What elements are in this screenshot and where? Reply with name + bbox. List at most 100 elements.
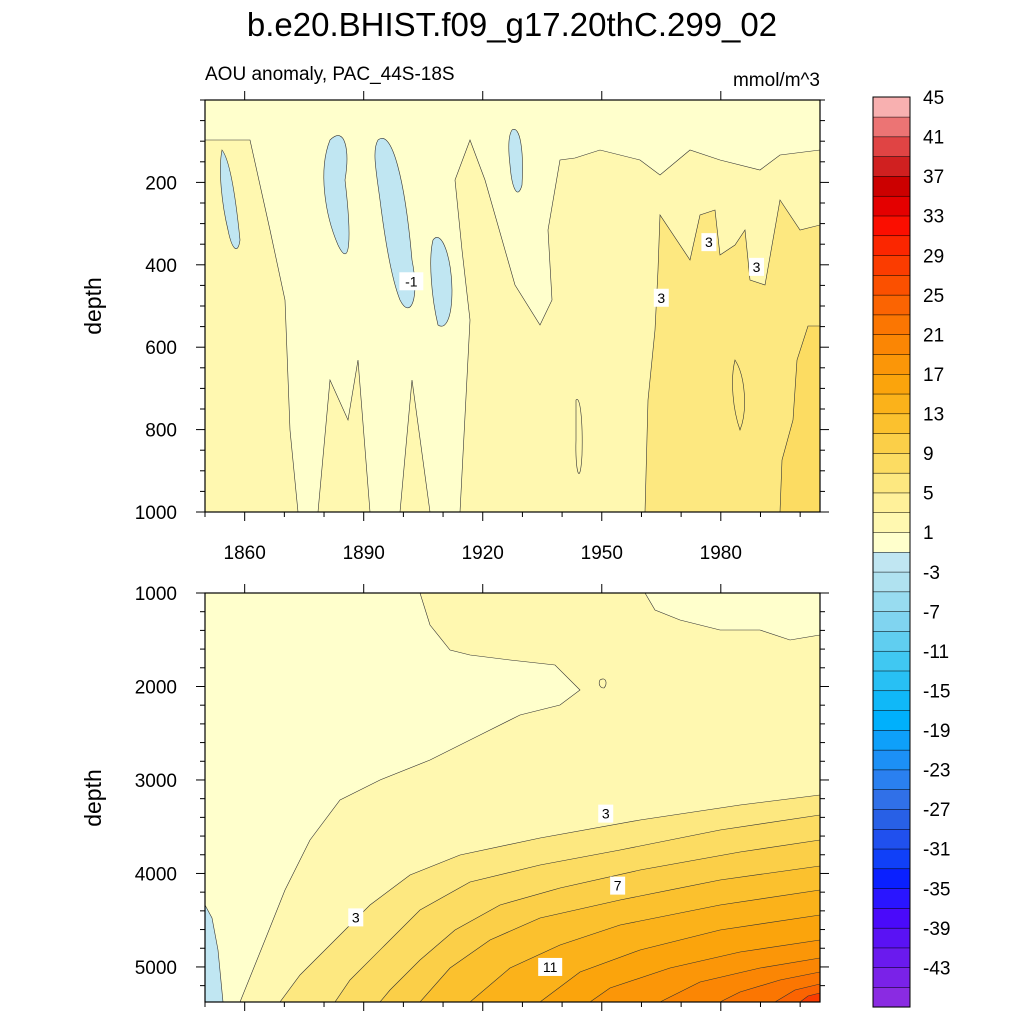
colorbar-swatch [872,611,911,632]
chart-subtitle: AOU anomaly, PAC_44S-18S [205,64,455,85]
lower-near-zero-region [644,593,820,641]
colorbar-swatch [872,907,911,929]
y-tick-label: 1000 [135,503,177,524]
upper-negative-blob [374,138,416,309]
colorbar-label: 25 [923,286,944,307]
contour-label-box [598,804,614,823]
upper-ticks: 1860 1890 1920 1950 1980 200 400 600 800 1000 [135,91,829,564]
colorbar-label: -7 [923,602,940,623]
contour-label-box [653,288,669,307]
contour-label-box [399,272,424,291]
lower-negative-region [205,904,224,1002]
colorbar-swatch [872,96,911,118]
colorbar-label: -39 [923,919,950,940]
colorbar-swatch [872,967,911,988]
colorbar-swatch [872,195,911,217]
lower-panel: 1000 2000 3000 4000 5000 3 7 3 11 depth [80,584,829,1011]
y-tick-label: 3000 [135,771,177,792]
lower-near-zero-region [205,593,581,1002]
lower-band-23plus [799,992,820,1002]
contour-label: 3 [602,806,610,822]
colorbar-swatch [872,433,911,454]
lower-ticks: 1000 2000 3000 4000 5000 [135,584,829,1011]
colorbar-swatch [872,294,911,316]
colorbar-label: 41 [923,128,944,149]
colorbar-label: 17 [923,365,944,386]
contour-label-box [348,908,364,927]
contour-label: 11 [543,959,558,975]
colorbar-frame [872,96,911,1008]
upper-negative-blob [430,237,453,327]
contour-label: 3 [705,234,713,250]
colorbar-swatch [872,848,911,870]
colorbar: 45 41 37 33 29 25 21 17 13 9 5 1 -3 -7 -11 -15 -19 -23 -27… [872,88,950,1008]
colorbar-swatch [872,215,911,237]
colorbar-label: 13 [923,405,944,426]
colorbar-label: 9 [923,444,934,465]
y-tick-label: 600 [145,338,177,359]
upper-negative-blob [220,149,241,250]
colorbar-label: -23 [923,761,950,782]
upper-ylabel: depth [80,277,106,335]
colorbar-swatch [872,591,911,612]
units-label: mmol/m^3 [733,70,820,91]
colorbar-swatch [872,927,911,949]
colorbar-swatch [872,393,911,415]
contour-label: 3 [657,290,665,306]
x-tick-label: 1950 [581,543,623,564]
colorbar-swatch [872,413,911,434]
upper-band-3to5 [644,199,820,512]
upper-contour-line [575,399,583,474]
y-tick-label: 800 [145,421,177,442]
colorbar-swatch [872,749,911,771]
y-tick-label: 1000 [135,584,177,605]
colorbar-label: 29 [923,246,944,267]
colorbar-label: -31 [923,840,950,861]
colorbar-swatch [872,373,911,395]
colorbar-swatch [872,472,911,494]
contour-label: -1 [405,273,418,289]
colorbar-swatch [872,136,911,157]
x-tick-label: 1920 [462,543,504,564]
contour-label-box [610,876,626,895]
colorbar-label: -43 [923,958,950,979]
colorbar-swatch [872,986,911,1008]
contour-label-box [538,957,563,976]
colorbar-label: -35 [923,879,950,900]
colorbar-label: -15 [923,681,950,702]
lower-panel-frame [204,592,821,1003]
colorbar-swatch [872,571,911,593]
colorbar-swatch [872,868,911,889]
y-tick-label: 400 [145,256,177,277]
colorbar-swatch [872,789,911,810]
colorbar-label: 45 [923,88,944,109]
colorbar-swatch [872,808,911,830]
x-tick-label: 1860 [224,543,266,564]
colorbar-swatch [872,452,911,474]
contour-label: 3 [352,909,360,925]
colorbar-swatch [872,512,911,533]
colorbar-label: 21 [923,325,944,346]
upper-negative-blob [508,129,523,193]
upper-band-5to7 [779,325,820,512]
colorbar-swatch [872,888,911,909]
contour-label-box [749,257,765,276]
colorbar-swatch [872,255,911,276]
colorbar-swatch [872,670,911,692]
colorbar-swatch [872,710,911,731]
colorbar-swatch [872,650,911,672]
y-tick-label: 4000 [135,864,177,885]
colorbar-swatch [872,116,911,138]
upper-near-zero-region [205,100,820,512]
upper-contour-labels: -1 3 3 3 [399,233,765,307]
colorbar-label: 37 [923,167,944,188]
colorbar-swatch [872,235,911,256]
colorbar-swatch [872,630,911,652]
colorbar-swatch [872,156,911,177]
colorbar-swatch [872,334,911,355]
chart-title: b.e20.BHIST.f09_g17.20thC.299_02 [247,6,777,43]
contour-label: 3 [753,259,761,275]
colorbar-label: 5 [923,484,934,505]
upper-contour-line [732,359,745,431]
colorbar-swatch [872,729,911,751]
